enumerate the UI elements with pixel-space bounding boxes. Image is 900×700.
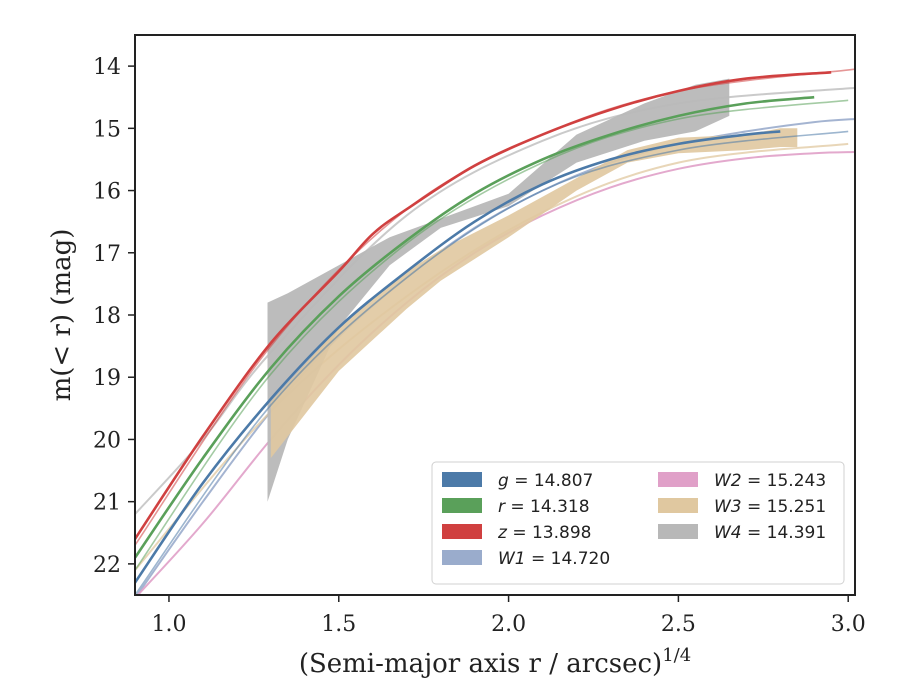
y-tick-label: 21 xyxy=(93,491,121,516)
legend-value-g: = 14.807 xyxy=(509,471,594,491)
y-tick-label: 18 xyxy=(93,304,121,329)
legend-value-W1: = 14.720 xyxy=(526,549,611,569)
series-fit-r xyxy=(135,99,849,571)
x-axis-label-exponent: 1/4 xyxy=(662,645,691,666)
x-tick-label: 3.0 xyxy=(831,612,866,637)
legend-swatch-W4 xyxy=(658,524,698,539)
legend-value-z: = 13.898 xyxy=(507,523,592,543)
legend-value-W2: = 15.243 xyxy=(742,471,827,491)
series-layer xyxy=(135,68,855,595)
legend-swatch-W2 xyxy=(658,472,698,487)
x-tick-label: 1.5 xyxy=(321,612,356,637)
legend-value-W3: = 15.251 xyxy=(742,497,827,517)
legend-variable-g: g xyxy=(498,471,509,491)
y-tick-label: 15 xyxy=(93,117,121,142)
y-tick-label: 20 xyxy=(93,428,121,453)
x-tick-label: 1.0 xyxy=(151,612,186,637)
series-line-r xyxy=(135,95,815,559)
legend-label-W2: W2 = 15.243 xyxy=(714,471,826,491)
legend-value-W4: = 14.391 xyxy=(742,523,827,543)
legend-box xyxy=(431,461,845,585)
legend-swatch-z xyxy=(442,524,482,539)
legend-label-g: g = 14.807 xyxy=(498,471,593,491)
legend-variable-z: z xyxy=(497,523,508,543)
legend-swatch-W1 xyxy=(442,550,482,565)
legend-swatch-r xyxy=(442,498,482,513)
legend-label-W4: W4 = 14.391 xyxy=(714,523,826,543)
series-band-W4 xyxy=(267,78,730,502)
y-tick-label: 16 xyxy=(93,180,121,205)
legend-variable-r: r xyxy=(498,497,506,517)
legend-swatch-W3 xyxy=(658,498,698,513)
series-line-g xyxy=(135,130,781,584)
legend-label-W1: W1 = 14.720 xyxy=(498,549,610,569)
y-tick-label: 22 xyxy=(93,553,121,578)
x-axis-label: (Semi-major axis r / arcsec)1/4 xyxy=(299,645,691,679)
legend-label-W3: W3 = 15.251 xyxy=(714,497,826,517)
legend-variable-W4: W4 xyxy=(714,523,742,543)
legend-label-z: z = 13.898 xyxy=(497,523,591,543)
legend-variable-W1: W1 xyxy=(498,549,526,569)
legend-variable-W3: W3 xyxy=(714,497,742,517)
x-tick-label: 2.5 xyxy=(661,612,696,637)
y-tick-label: 14 xyxy=(93,55,121,80)
legend-swatch-g xyxy=(442,472,482,487)
ticks-layer: 1.0 1.5 2.0 2.5 3.0 14 15 16 17 18 19 20 21 22 xyxy=(93,55,866,637)
series-fit-g xyxy=(135,130,849,595)
y-axis-label: m(< r) (mag) xyxy=(47,229,77,402)
y-tick-label: 19 xyxy=(93,366,121,391)
series-line-z xyxy=(135,71,832,540)
legend-value-r: = 14.318 xyxy=(505,497,590,517)
x-axis-label-main: (Semi-major axis r / arcsec) xyxy=(299,649,662,679)
x-tick-label: 2.0 xyxy=(491,612,526,637)
legend-label-r: r = 14.318 xyxy=(498,497,590,517)
legend-variable-W2: W2 xyxy=(714,471,742,491)
y-tick-label: 17 xyxy=(93,242,121,267)
